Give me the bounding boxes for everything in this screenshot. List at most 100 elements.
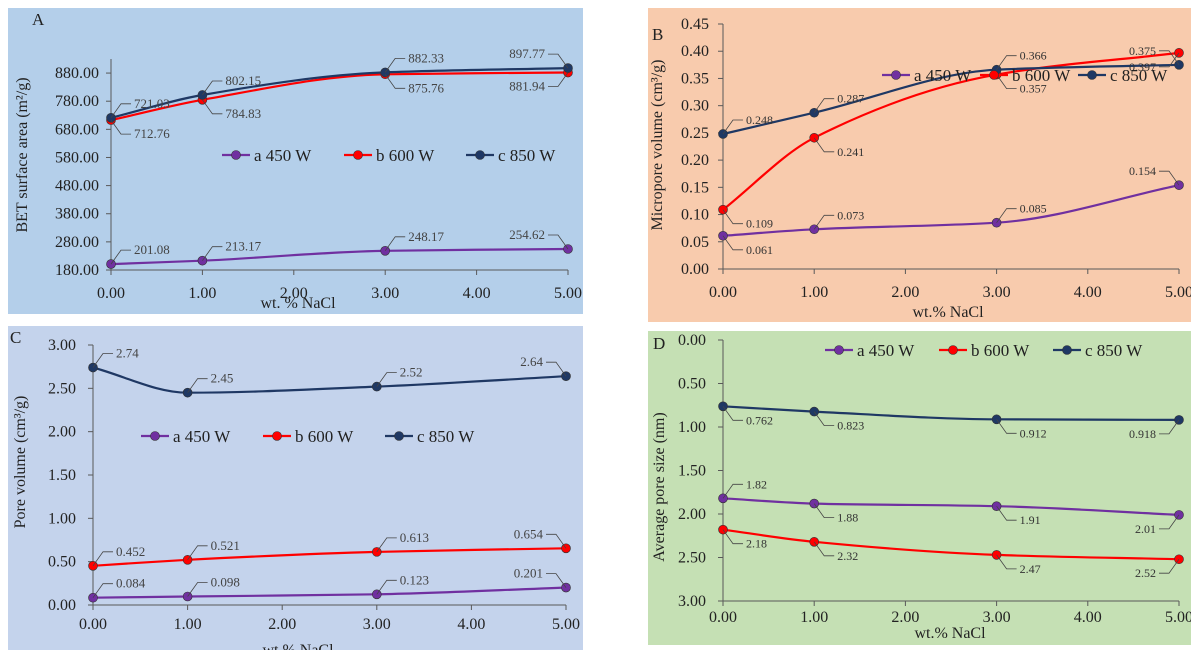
- data-label-leader: [996, 74, 1017, 89]
- data-label: 2.64: [520, 354, 543, 369]
- data-point-a: [88, 592, 98, 603]
- legend-label-c: c 850 W: [498, 146, 556, 165]
- y-tick-label: 2.00: [48, 424, 76, 441]
- panel-letter-b: B: [652, 25, 663, 44]
- data-label: 2.47: [1020, 562, 1041, 576]
- data-point-a: [718, 493, 728, 504]
- series-line-b: [110, 71, 569, 122]
- y-tick-label: 0.50: [48, 554, 76, 571]
- data-point-a: [991, 501, 1002, 511]
- data-label: 2.18: [746, 537, 767, 551]
- data-label-leader: [722, 529, 743, 545]
- series-line-c: [92, 366, 567, 394]
- y-axis-title-d: Average pore size (nm): [651, 412, 668, 561]
- y-tick-label: 0.35: [681, 70, 709, 87]
- data-label: 0.098: [211, 575, 240, 590]
- series-line-a: [110, 247, 569, 266]
- data-label: 712.76: [134, 126, 170, 141]
- data-label-leader: [546, 533, 567, 549]
- data-label-leader: [92, 551, 113, 567]
- x-axis-title-b: wt.% NaCl: [912, 304, 984, 321]
- series-line-c: [110, 67, 569, 119]
- y-tick-label: 880.00: [55, 65, 99, 82]
- legend-c: a 450 W b 600 W c 850 W: [141, 427, 475, 446]
- data-label: 0.073: [837, 208, 864, 222]
- data-point-b: [561, 543, 571, 554]
- data-point-c: [718, 401, 728, 412]
- data-label: 1.91: [1020, 513, 1041, 527]
- data-label-leader: [1159, 514, 1180, 530]
- data-label-leader: [376, 372, 397, 387]
- data-label-leader: [996, 505, 1017, 521]
- series-lines-a: [106, 63, 573, 269]
- legend-label-b: b 600 W: [1012, 66, 1071, 85]
- data-label: 0.357: [1020, 82, 1047, 96]
- y-tick-label: 380.00: [55, 206, 99, 223]
- y-tick-label: 180.00: [55, 262, 99, 279]
- y-tick-label: 0.50: [678, 376, 706, 393]
- x-tick-label: 2.00: [891, 609, 919, 626]
- data-label-leader: [92, 353, 113, 368]
- axes-d: [718, 339, 1180, 606]
- legend-label-a: a 450 W: [914, 66, 972, 85]
- series-line-b: [722, 51, 1180, 211]
- data-label: 0.109: [746, 217, 773, 231]
- y-axis-ticks-a: 180.00 280.00 380.00 480.00 580.00 680.00 780.…: [55, 65, 99, 279]
- data-label: 0.397: [1129, 60, 1156, 74]
- series-line-b: [92, 547, 567, 567]
- legend-marker-b: [989, 70, 999, 80]
- data-label: 2.52: [1135, 566, 1156, 580]
- data-point-a: [371, 589, 382, 600]
- legend-label-a: a 450 W: [254, 146, 312, 165]
- legend-label-b: b 600 W: [295, 427, 354, 446]
- x-tick-label: 0.00: [709, 609, 737, 626]
- panel-letter-a: A: [32, 10, 45, 29]
- chart-c-svg: C 0.00 0.50 1.00 1.50 2.00 2.50 3.00 0.00 1.00 2…: [8, 326, 583, 650]
- x-tick-label: 4.00: [1074, 284, 1102, 301]
- chart-panel-b: B 0.00 0.05 0.10 0.15 0.20 0.25 0.30 0.35 0.40 0.…: [648, 8, 1191, 322]
- data-label-leader: [722, 235, 743, 251]
- data-label: 2.74: [116, 346, 139, 361]
- y-tick-label: 1.00: [678, 419, 706, 436]
- y-tick-label: 2.50: [678, 550, 706, 567]
- series-line-a: [722, 184, 1180, 237]
- axes-b: [718, 23, 1180, 274]
- y-tick-label: 0.10: [681, 207, 709, 224]
- x-tick-label: 1.00: [800, 284, 828, 301]
- data-label: 0.613: [400, 530, 429, 545]
- data-label-leader: [813, 541, 835, 557]
- x-tick-label: 1.00: [174, 616, 202, 633]
- legend-marker-c: [394, 431, 404, 441]
- axes-a: [106, 59, 569, 275]
- data-point-c: [561, 371, 571, 382]
- legend-marker-c: [1062, 345, 1072, 355]
- y-tick-label: 1.50: [48, 467, 76, 484]
- data-labels-b: 0.061 0.073 0.085 0.154 0.109 0.241 0.357 0.397…: [722, 44, 1180, 257]
- data-label: 0.201: [514, 566, 543, 581]
- data-point-a: [809, 498, 819, 509]
- y-tick-label: 1.50: [678, 463, 706, 480]
- data-label: 0.375: [1129, 44, 1156, 58]
- data-label: 881.94: [509, 79, 545, 94]
- data-point-c: [1174, 60, 1184, 70]
- chart-d-background: [648, 331, 1191, 645]
- data-label-leader: [996, 554, 1017, 570]
- data-point-c: [1174, 415, 1184, 425]
- data-label: 213.17: [225, 239, 261, 254]
- data-point-a: [380, 246, 391, 256]
- x-axis-ticks-a: 0.00 1.00 2.00 3.00 4.00 5.00: [97, 285, 582, 302]
- y-tick-label: 0.20: [681, 152, 709, 169]
- legend-label-a: a 450 W: [857, 341, 915, 360]
- data-label: 0.084: [116, 576, 146, 591]
- x-tick-label: 0.00: [79, 616, 107, 633]
- data-label: 0.912: [1020, 426, 1047, 440]
- data-label: 2.01: [1135, 522, 1156, 536]
- data-label: 0.762: [746, 413, 773, 427]
- data-label-leader: [813, 214, 835, 230]
- data-label: 2.32: [837, 549, 858, 563]
- data-label: 0.085: [1020, 202, 1047, 216]
- y-tick-label: 0.00: [48, 597, 76, 614]
- data-labels-d: 1.82 1.88 1.91 2.01 2.18 2.32 2.47 2.52 0.762 0.8…: [722, 406, 1180, 580]
- data-label: 0.154: [1129, 164, 1156, 178]
- data-label: 721.03: [134, 96, 170, 111]
